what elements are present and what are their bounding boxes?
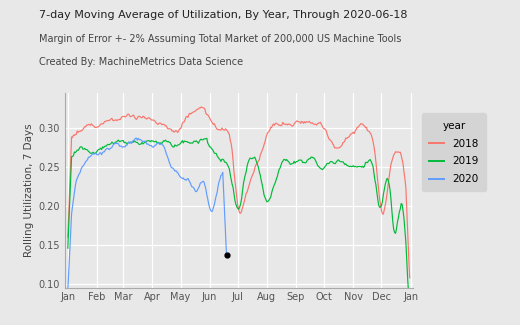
Text: Margin of Error +- 2% Assuming Total Market of 200,000 US Machine Tools: Margin of Error +- 2% Assuming Total Mar…: [39, 34, 401, 44]
Text: Created By: MachineMetrics Data Science: Created By: MachineMetrics Data Science: [39, 57, 243, 67]
Text: 7-day Moving Average of Utilization, By Year, Through 2020-06-18: 7-day Moving Average of Utilization, By …: [39, 10, 408, 20]
Legend: 2018, 2019, 2020: 2018, 2019, 2020: [422, 113, 486, 191]
Y-axis label: Rolling Utilization, 7 Days: Rolling Utilization, 7 Days: [24, 123, 34, 257]
